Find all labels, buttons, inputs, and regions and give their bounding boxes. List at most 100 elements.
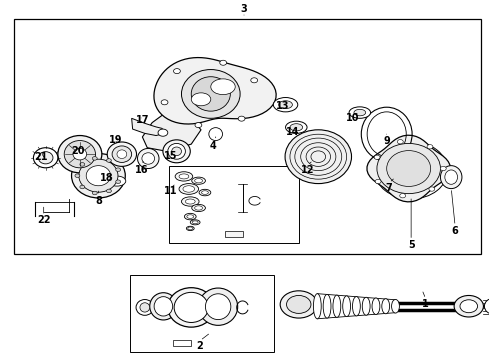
Text: 2: 2: [196, 341, 203, 351]
Text: 6: 6: [452, 226, 459, 236]
Ellipse shape: [199, 189, 211, 196]
Ellipse shape: [86, 166, 111, 186]
Ellipse shape: [33, 148, 58, 168]
Ellipse shape: [136, 300, 154, 315]
Ellipse shape: [377, 143, 441, 194]
Ellipse shape: [172, 147, 181, 156]
Circle shape: [116, 180, 121, 184]
Text: 20: 20: [71, 145, 85, 156]
Ellipse shape: [290, 124, 303, 131]
Circle shape: [106, 189, 111, 193]
Ellipse shape: [108, 176, 126, 186]
Circle shape: [238, 116, 245, 121]
Ellipse shape: [184, 213, 196, 220]
Ellipse shape: [191, 77, 230, 111]
Ellipse shape: [64, 140, 96, 168]
Ellipse shape: [179, 184, 198, 194]
Circle shape: [75, 174, 80, 177]
Ellipse shape: [154, 297, 172, 316]
Ellipse shape: [163, 140, 190, 163]
Ellipse shape: [372, 298, 380, 315]
Ellipse shape: [112, 146, 132, 162]
Ellipse shape: [150, 293, 177, 320]
Ellipse shape: [181, 69, 240, 118]
Ellipse shape: [192, 177, 205, 184]
Text: 4: 4: [210, 141, 217, 151]
Bar: [130, 275, 274, 352]
Ellipse shape: [201, 191, 208, 194]
Ellipse shape: [192, 204, 205, 212]
Ellipse shape: [138, 148, 159, 168]
Circle shape: [400, 194, 406, 198]
Circle shape: [287, 296, 311, 314]
Circle shape: [441, 166, 446, 171]
Ellipse shape: [38, 152, 53, 164]
Circle shape: [251, 78, 258, 83]
Ellipse shape: [168, 143, 185, 159]
Polygon shape: [154, 58, 276, 124]
Circle shape: [92, 157, 97, 160]
Bar: [225, 231, 244, 237]
Ellipse shape: [323, 294, 331, 318]
Ellipse shape: [140, 303, 150, 312]
Ellipse shape: [174, 292, 208, 323]
Ellipse shape: [314, 294, 321, 319]
Ellipse shape: [191, 93, 211, 106]
Circle shape: [397, 140, 403, 144]
Text: 21: 21: [34, 152, 48, 162]
Text: 5: 5: [408, 240, 415, 250]
Ellipse shape: [181, 197, 199, 206]
Ellipse shape: [185, 199, 195, 204]
Ellipse shape: [175, 172, 193, 181]
Text: 11: 11: [164, 186, 177, 197]
Ellipse shape: [211, 79, 235, 95]
Ellipse shape: [179, 174, 189, 179]
Circle shape: [454, 296, 484, 317]
Ellipse shape: [79, 159, 118, 192]
Circle shape: [429, 187, 435, 191]
Ellipse shape: [142, 153, 155, 164]
Ellipse shape: [352, 297, 360, 316]
Ellipse shape: [333, 295, 341, 318]
Ellipse shape: [485, 298, 490, 314]
Text: 12: 12: [301, 165, 314, 175]
Text: 19: 19: [109, 135, 122, 145]
Bar: [14, 19, 481, 253]
Ellipse shape: [190, 220, 200, 225]
Text: 10: 10: [346, 113, 359, 123]
Circle shape: [106, 159, 111, 162]
Ellipse shape: [343, 296, 350, 317]
Ellipse shape: [441, 166, 462, 189]
Circle shape: [173, 69, 180, 74]
Ellipse shape: [168, 288, 215, 327]
Text: 9: 9: [383, 136, 390, 146]
Ellipse shape: [73, 148, 87, 160]
Ellipse shape: [349, 107, 370, 118]
Ellipse shape: [186, 226, 194, 230]
Ellipse shape: [285, 130, 351, 184]
Ellipse shape: [187, 215, 194, 219]
Ellipse shape: [188, 227, 193, 230]
Ellipse shape: [279, 101, 293, 109]
Text: 22: 22: [37, 215, 50, 225]
Circle shape: [460, 300, 478, 313]
Text: 14: 14: [286, 127, 299, 136]
Circle shape: [280, 291, 318, 318]
Ellipse shape: [72, 153, 125, 198]
Ellipse shape: [198, 288, 238, 325]
Bar: [173, 340, 191, 346]
Circle shape: [92, 191, 97, 195]
Circle shape: [80, 185, 85, 189]
Ellipse shape: [58, 135, 102, 173]
Ellipse shape: [195, 206, 202, 210]
Polygon shape: [132, 118, 164, 135]
Text: 18: 18: [100, 173, 114, 183]
Circle shape: [158, 129, 168, 136]
Text: 8: 8: [95, 196, 102, 206]
Ellipse shape: [387, 150, 431, 186]
Circle shape: [116, 168, 121, 171]
Circle shape: [427, 145, 433, 149]
Circle shape: [220, 60, 226, 65]
Ellipse shape: [362, 297, 370, 315]
Text: 7: 7: [386, 183, 392, 193]
